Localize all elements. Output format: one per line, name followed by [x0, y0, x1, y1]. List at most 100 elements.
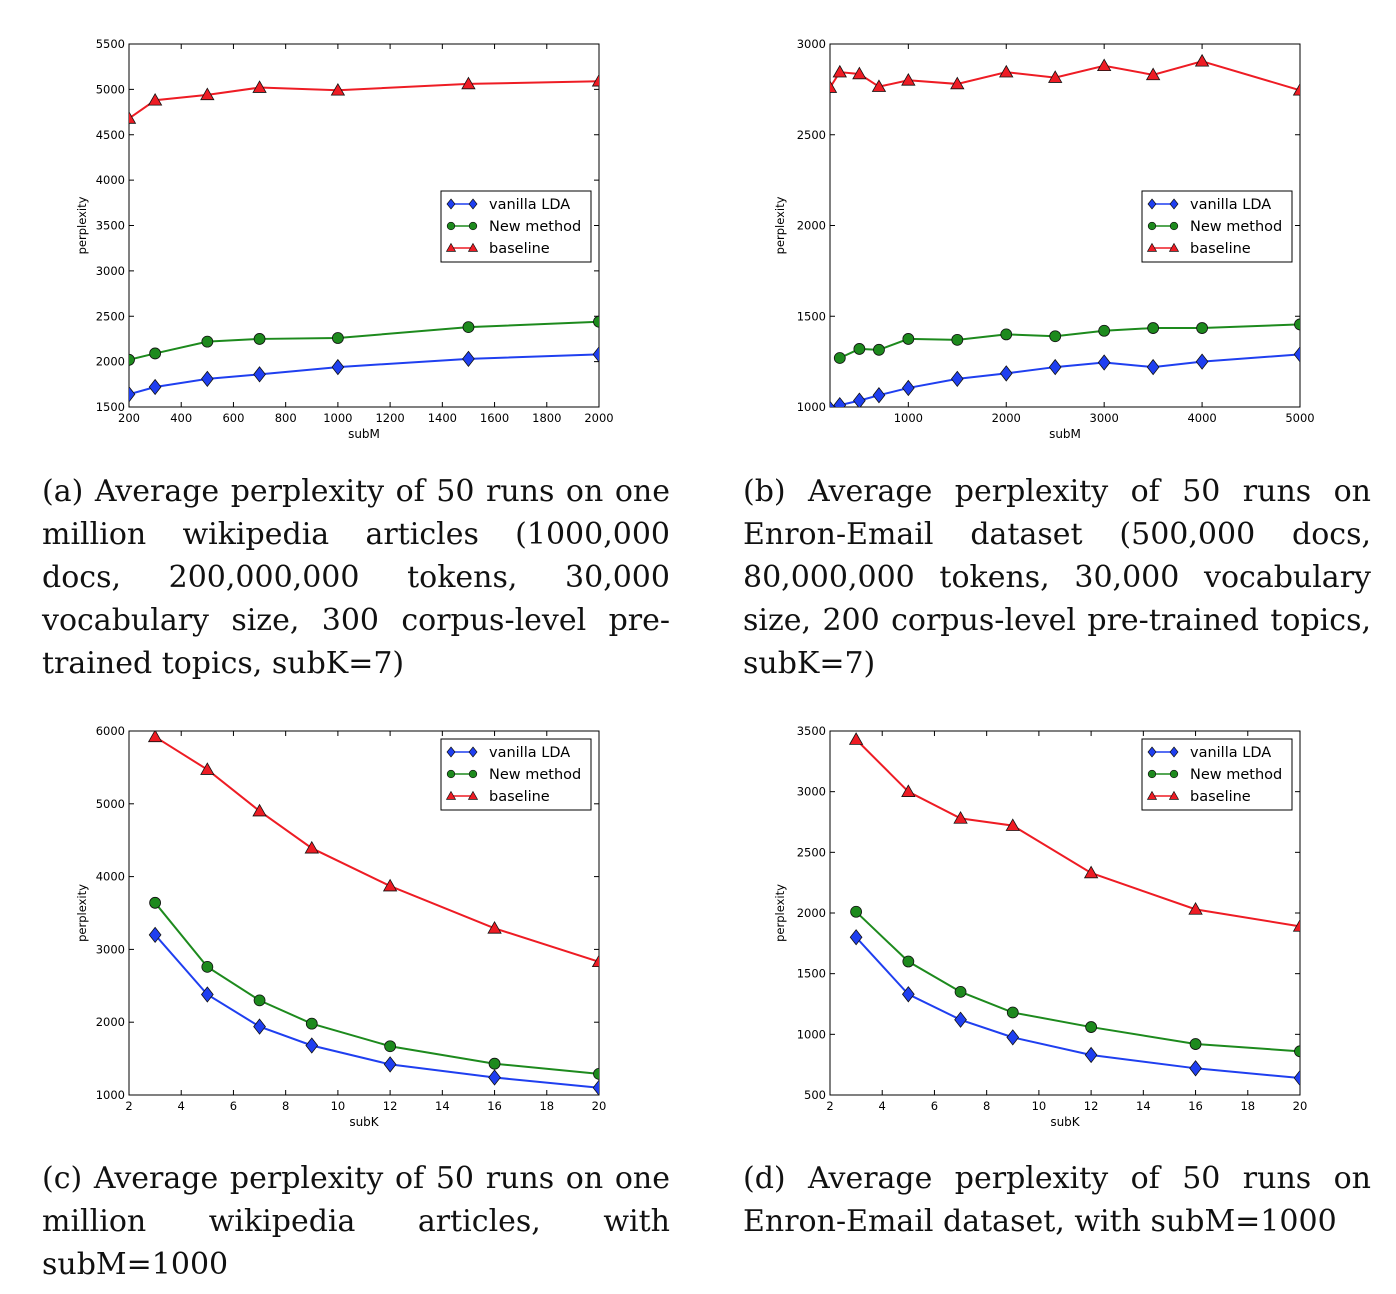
data-point: [384, 1040, 397, 1053]
data-point: [592, 1079, 599, 1095]
legend-label: vanilla LDA: [1190, 197, 1271, 213]
legend-label: baseline: [489, 789, 550, 805]
series-line: [154, 934, 599, 1089]
y-tick-label: 5500: [96, 37, 125, 51]
data-point: [461, 76, 476, 90]
data-point: [253, 994, 266, 1007]
legend-marker: [468, 198, 478, 210]
data-point: [147, 731, 163, 743]
x-tick-label: 1200: [375, 411, 404, 425]
legend-label: baseline: [1190, 789, 1251, 805]
legend-marker: [1169, 746, 1179, 758]
chart-d: 2 4 6 8 10 12 14 16 18 20 500 1000 1500 2000 2500 3000 3…: [773, 724, 1307, 1129]
series-line: [832, 353, 1300, 407]
legend-label: vanilla LDA: [489, 197, 570, 213]
data-point: [253, 333, 266, 345]
data-point: [850, 905, 863, 918]
data-point: [830, 80, 838, 93]
data-point: [953, 811, 968, 824]
legend-label: vanilla LDA: [1190, 745, 1271, 761]
x-axis-label: subM: [1049, 427, 1081, 441]
y-tick-label: 2500: [96, 309, 125, 323]
data-point: [462, 321, 475, 334]
legend-marker: [1169, 769, 1179, 779]
data-point: [1294, 1045, 1300, 1058]
data-point: [1085, 1021, 1098, 1033]
data-point: [830, 400, 835, 407]
x-tick-label: 10: [331, 1099, 346, 1113]
data-point: [1145, 67, 1161, 81]
chart-a: 200 400 600 800 1000 1200 1400 1600 1800 2000 1500…: [75, 37, 614, 441]
legend-marker: [445, 242, 457, 252]
data-point: [833, 397, 847, 407]
y-axis-label: perplexity: [75, 196, 89, 254]
data-point: [1188, 902, 1203, 915]
legend-marker: [468, 769, 478, 779]
data-point: [853, 392, 866, 407]
y-tick-label: 500: [804, 1088, 826, 1102]
x-tick-label: 4000: [1187, 411, 1216, 425]
legend-marker: [1168, 790, 1180, 800]
data-point: [1189, 1060, 1202, 1077]
data-point: [331, 358, 345, 376]
x-tick-label: 2000: [584, 411, 613, 425]
legend-marker: [445, 790, 457, 800]
data-point: [330, 82, 346, 96]
y-tick-label: 2000: [96, 1015, 125, 1029]
data-point: [383, 1056, 397, 1073]
data-point: [1189, 1038, 1202, 1050]
y-tick-label: 1000: [797, 400, 826, 414]
data-point: [1196, 322, 1208, 334]
x-tick-label: 16: [1188, 1099, 1203, 1113]
data-point: [1293, 346, 1300, 363]
data-point: [591, 73, 599, 87]
legend-marker: [1146, 790, 1158, 800]
data-point: [1097, 354, 1111, 371]
legend: vanilla LDA New method baseline: [1141, 190, 1293, 263]
caption-b: (b) Average perplexity of 50 runs on Enr…: [743, 474, 1371, 681]
data-point: [147, 92, 163, 106]
data-point: [871, 79, 887, 92]
x-tick-label: 2000: [992, 411, 1021, 425]
data-point: [591, 954, 599, 968]
y-tick-label: 1500: [96, 400, 125, 414]
data-point: [148, 378, 162, 396]
figure-panel-d: 2 4 6 8 10 12 14 16 18 20 500 1000 1500 2000 2500 3000 3…: [698, 700, 1396, 1294]
data-point: [950, 76, 965, 90]
figure-panel-b: 1000 2000 3000 4000 5000 1000 1500 2000 2500 3000…: [698, 0, 1396, 690]
y-axis-label: perplexity: [773, 196, 787, 254]
x-tick-label: 18: [1240, 1099, 1255, 1113]
data-point: [129, 353, 135, 366]
y-tick-label: 5000: [96, 82, 125, 96]
legend-marker: [1169, 221, 1179, 231]
x-tick-label: 10: [1032, 1099, 1047, 1113]
y-tick-label: 3500: [96, 219, 125, 233]
y-axis-label: perplexity: [75, 884, 89, 942]
legend-marker: [1146, 242, 1158, 252]
data-point: [305, 1017, 318, 1030]
data-point: [253, 1018, 266, 1035]
data-point: [951, 333, 964, 346]
data-point: [488, 1069, 501, 1086]
y-tick-label: 3000: [96, 264, 125, 278]
data-point: [833, 352, 846, 364]
x-axis-label: subM: [348, 427, 380, 441]
data-point: [201, 335, 214, 348]
data-point: [305, 1037, 319, 1054]
data-point: [1146, 358, 1160, 376]
legend-label: New method: [489, 767, 581, 783]
data-point: [901, 379, 915, 397]
y-tick-label: 1500: [797, 309, 826, 323]
data-point: [200, 986, 214, 1003]
caption-a: (a) Average perplexity of 50 runs on one…: [42, 474, 670, 681]
y-tick-label: 4500: [96, 128, 125, 142]
x-tick-label: 1000: [323, 411, 352, 425]
legend-marker: [446, 221, 456, 231]
series-line: [154, 902, 599, 1075]
data-point: [1292, 82, 1300, 96]
legend-marker: [467, 790, 479, 800]
data-point: [593, 1067, 599, 1080]
data-point: [872, 387, 886, 404]
data-point: [901, 986, 915, 1003]
series-line: [129, 320, 599, 361]
